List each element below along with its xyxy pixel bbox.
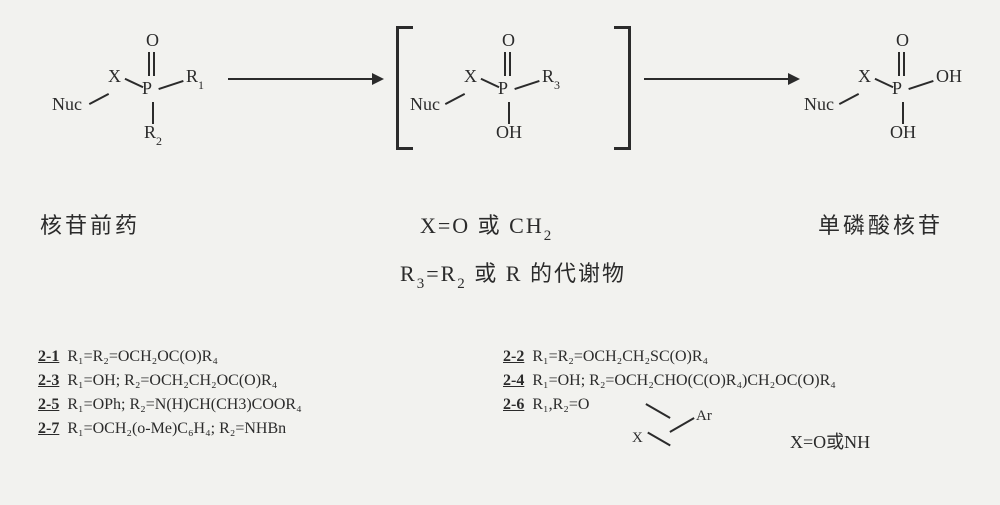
label-mid-1: X=O 或 CH2 (420, 208, 553, 243)
struct1-o: O (146, 30, 159, 51)
mini-structure-2-6: X Ar (632, 396, 772, 456)
struct1-nuc: Nuc (52, 94, 82, 115)
bond (445, 93, 465, 105)
struct1-r1: R1 (186, 66, 204, 91)
arrow-1 (228, 78, 382, 80)
bond (509, 52, 511, 76)
struct3-p: P (892, 78, 902, 99)
bond (908, 80, 933, 90)
bond (669, 417, 694, 433)
struct2-p: P (498, 78, 508, 99)
bond (158, 80, 183, 90)
bond (875, 78, 894, 88)
chemical-scheme-page: X Nuc P O R1 R2 X Nuc P O R3 OH (0, 0, 1000, 505)
label-right: 单磷酸核苷 (818, 208, 943, 240)
defs-col-left: 2-1 R₁=R₂=OCH₂OC(O)R₄ 2-3 R₁=OH; R₂=OCH₂… (38, 345, 503, 441)
mini-tail: X=O或NH (790, 428, 870, 454)
definitions: 2-1 R₁=R₂=OCH₂OC(O)R₄ 2-3 R₁=OH; R₂=OCH₂… (38, 345, 968, 441)
struct3-o: O (896, 30, 909, 51)
def-2-7: 2-7 R₁=OCH₂(o-Me)C₆H₄; R₂=NHBn (38, 417, 503, 441)
bond (903, 52, 905, 76)
bond (647, 432, 671, 447)
struct3-x: X (858, 66, 871, 87)
bond (152, 102, 154, 124)
struct2-x: X (464, 66, 477, 87)
struct2-oh: OH (496, 122, 522, 143)
arrow-2 (644, 78, 798, 80)
mini-x: X (632, 430, 643, 447)
bond (902, 102, 904, 124)
def-2-3: 2-3 R₁=OH; R₂=OCH₂CH₂OC(O)R₄ (38, 369, 503, 393)
mini-ar: Ar (696, 408, 712, 425)
bracket-right (614, 26, 631, 150)
struct1-p: P (142, 78, 152, 99)
bond (514, 80, 539, 90)
bond (481, 78, 500, 88)
bond (839, 93, 859, 105)
bond (508, 102, 510, 124)
bond (89, 93, 109, 105)
struct2-r3: R3 (542, 66, 560, 91)
bond (125, 78, 144, 88)
bond (153, 52, 155, 76)
label-left: 核苷前药 (40, 208, 140, 240)
def-2-1: 2-1 R₁=R₂=OCH₂OC(O)R₄ (38, 345, 503, 369)
bond (645, 403, 670, 419)
label-mid-2: R3=R2 或 R 的代谢物 (400, 256, 626, 291)
struct2-o: O (502, 30, 515, 51)
struct2-nuc: Nuc (410, 94, 440, 115)
bond (504, 52, 506, 76)
struct3-nuc: Nuc (804, 94, 834, 115)
struct3-oh2: OH (890, 122, 916, 143)
def-2-2: 2-2 R₁=R₂=OCH₂CH₂SC(O)R₄ (503, 345, 968, 369)
bond (898, 52, 900, 76)
bond (148, 52, 150, 76)
def-2-5: 2-5 R₁=OPh; R₂=N(H)CH(CH3)COOR₄ (38, 393, 503, 417)
def-2-4: 2-4 R₁=OH; R₂=OCH₂CHO(C(O)R₄)CH₂OC(O)R₄ (503, 369, 968, 393)
struct1-r2: R2 (144, 122, 162, 147)
struct3-oh1: OH (936, 66, 962, 87)
bracket-left (396, 26, 413, 150)
struct1-x: X (108, 66, 121, 87)
